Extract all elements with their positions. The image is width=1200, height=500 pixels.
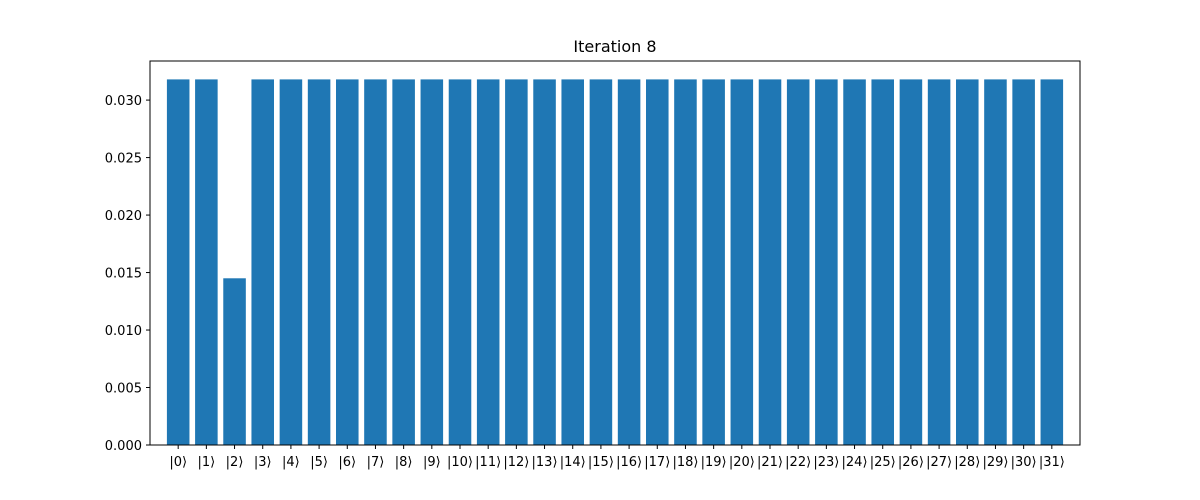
bar-11 xyxy=(476,79,500,446)
x-tick-label-1: |1⟩ xyxy=(197,455,215,470)
x-tick-label-14: |14⟩ xyxy=(560,455,586,470)
x-tick-label-12: |12⟩ xyxy=(503,455,529,470)
bar-0 xyxy=(166,79,190,446)
x-tick-label-6: |6⟩ xyxy=(338,455,356,470)
bar-15 xyxy=(589,79,613,446)
x-tick-label-27: |27⟩ xyxy=(926,455,952,470)
bar-10 xyxy=(448,79,472,446)
bar-2 xyxy=(223,278,246,445)
bar-1 xyxy=(195,79,218,446)
bar-27 xyxy=(927,79,951,446)
bar-20 xyxy=(730,79,754,446)
x-tick-label-17: |17⟩ xyxy=(644,455,670,470)
x-tick-label-4: |4⟩ xyxy=(282,455,300,470)
x-tick-label-24: |24⟩ xyxy=(842,455,868,470)
bar-14 xyxy=(561,79,584,446)
x-tick-label-2: |2⟩ xyxy=(226,455,244,470)
x-tick-label-16: |16⟩ xyxy=(616,455,642,470)
bar-25 xyxy=(871,79,894,446)
x-tick-label-21: |21⟩ xyxy=(757,455,783,470)
x-tick-label-20: |20⟩ xyxy=(729,455,755,470)
bar-26 xyxy=(899,79,923,446)
bar-29 xyxy=(984,79,1007,446)
bar-7 xyxy=(364,79,387,446)
x-tick-label-15: |15⟩ xyxy=(588,455,614,470)
bar-18 xyxy=(674,79,697,446)
x-tick-label-0: |0⟩ xyxy=(169,455,187,470)
y-tick-label-6: 0.030 xyxy=(105,94,142,109)
bar-4 xyxy=(279,79,303,446)
x-tick-label-30: |30⟩ xyxy=(1011,455,1037,470)
bar-13 xyxy=(533,79,556,446)
y-tick-label-3: 0.015 xyxy=(105,267,142,282)
bar-17 xyxy=(646,79,669,446)
bar-23 xyxy=(815,79,838,446)
x-axis: |0⟩ |1⟩ |2⟩ |3⟩ |4⟩ |5⟩ |6⟩ |7⟩ |8⟩ |9⟩ |10⟩ |11⟩ |1… xyxy=(169,445,1065,470)
x-tick-label-8: |8⟩ xyxy=(395,455,413,470)
bar-5 xyxy=(307,79,331,446)
y-tick-label-5: 0.025 xyxy=(105,152,142,167)
bar-21 xyxy=(758,79,782,446)
x-tick-label-5: |5⟩ xyxy=(310,455,328,470)
bar-8 xyxy=(392,79,415,446)
x-tick-label-29: |29⟩ xyxy=(982,455,1008,470)
x-tick-label-9: |9⟩ xyxy=(423,455,441,470)
x-tick-label-28: |28⟩ xyxy=(954,455,980,470)
x-tick-label-11: |11⟩ xyxy=(475,455,501,470)
x-tick-label-22: |22⟩ xyxy=(785,455,811,470)
bar-28 xyxy=(956,79,979,446)
x-tick-label-23: |23⟩ xyxy=(813,455,839,470)
x-tick-label-13: |13⟩ xyxy=(532,455,558,470)
bar-6 xyxy=(336,79,359,446)
bar-22 xyxy=(786,79,810,446)
y-tick-label-1: 0.005 xyxy=(105,382,142,397)
x-tick-label-3: |3⟩ xyxy=(254,455,272,470)
bar-12 xyxy=(505,79,528,446)
bar-3 xyxy=(251,79,274,446)
bar-31 xyxy=(1040,79,1064,446)
bar-24 xyxy=(843,79,866,446)
y-tick-label-4: 0.020 xyxy=(105,209,142,224)
bar-9 xyxy=(420,79,444,446)
x-tick-label-18: |18⟩ xyxy=(672,455,698,470)
plot-frame xyxy=(149,60,1081,446)
bar-30 xyxy=(1012,79,1035,446)
y-tick-label-2: 0.010 xyxy=(105,324,142,339)
x-tick-label-26: |26⟩ xyxy=(898,455,924,470)
y-axis: 0.000 0.005 0.010 0.015 0.020 0.025 0.030 xyxy=(105,94,150,454)
chart-title: Iteration 8 xyxy=(573,37,656,56)
x-tick-label-31: |31⟩ xyxy=(1039,455,1065,470)
x-tick-label-10: |10⟩ xyxy=(447,455,473,470)
y-tick-label-0: 0.000 xyxy=(105,439,142,454)
bar-16 xyxy=(617,79,641,446)
bars-group xyxy=(166,79,1064,446)
x-tick-label-19: |19⟩ xyxy=(701,455,727,470)
bar-19 xyxy=(702,79,725,446)
x-tick-label-25: |25⟩ xyxy=(870,455,896,470)
x-tick-label-7: |7⟩ xyxy=(367,455,385,470)
